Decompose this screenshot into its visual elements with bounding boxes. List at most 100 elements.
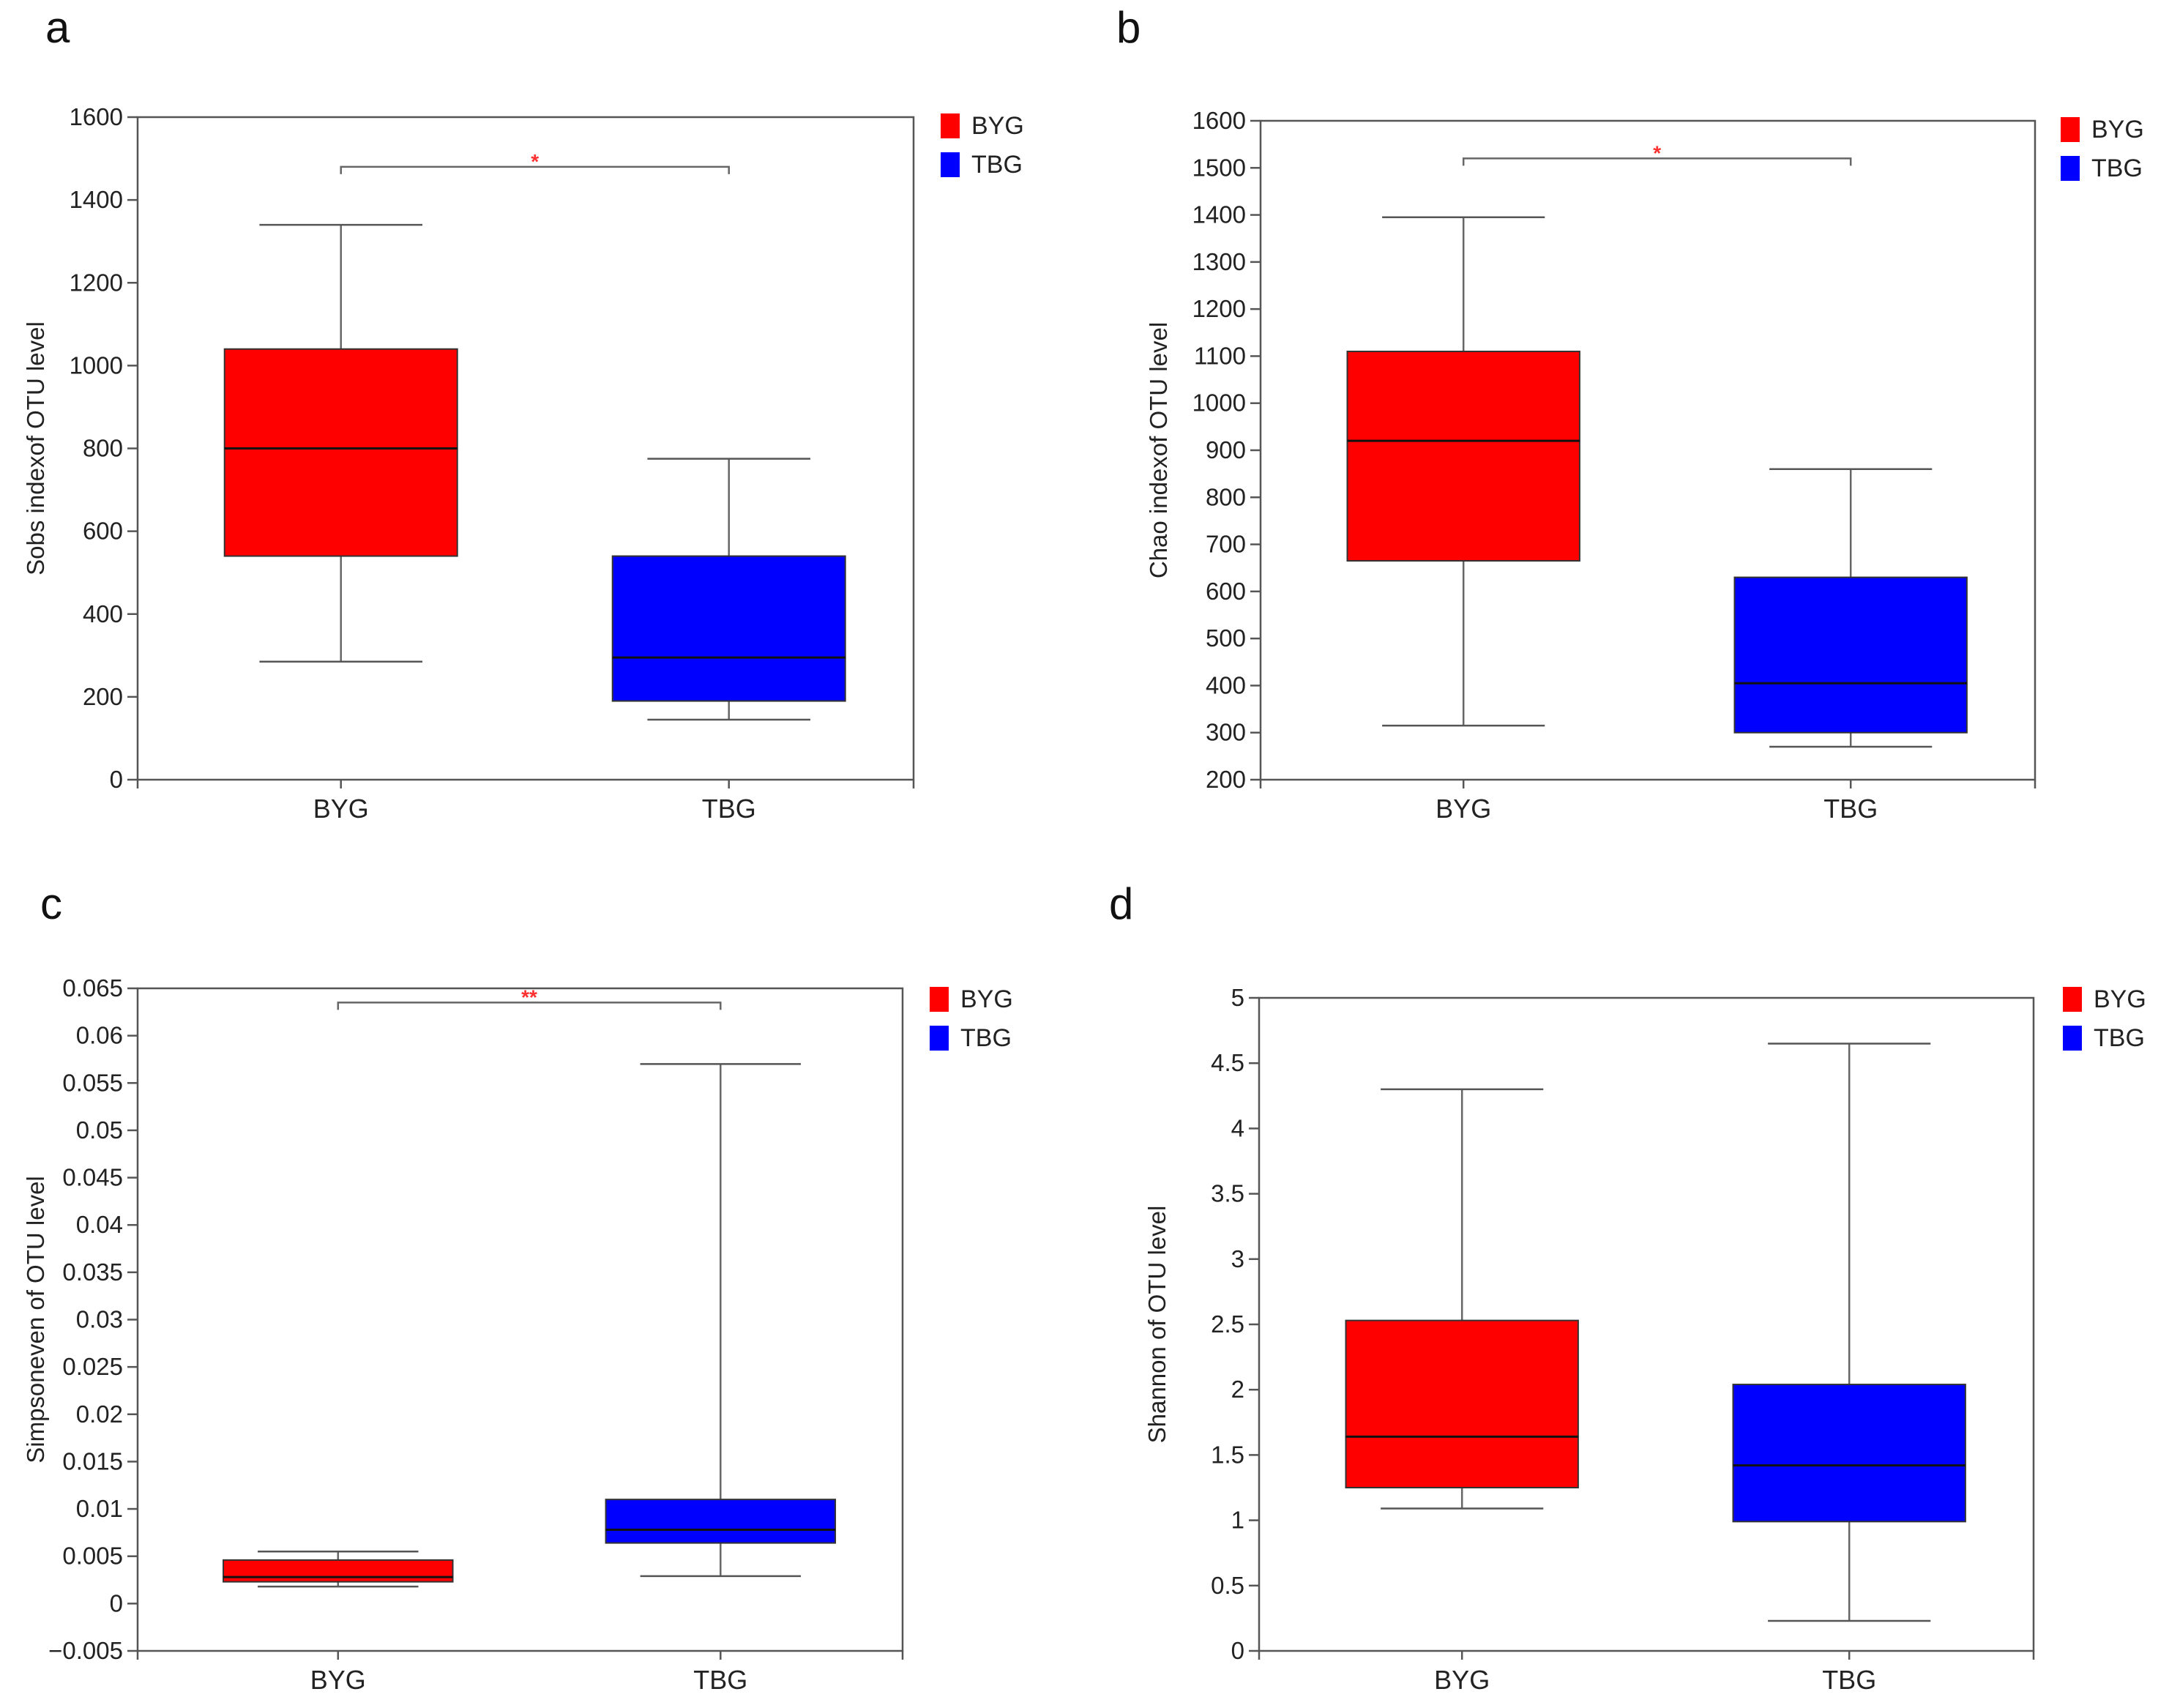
significance-marker: * <box>1653 141 1661 164</box>
y-tick-label: 0.045 <box>62 1164 123 1191</box>
y-tick-label: 1100 <box>1194 342 1246 369</box>
y-tick-label: 200 <box>83 683 123 710</box>
legend-label: BYG <box>2091 116 2144 143</box>
significance-bracket <box>1462 157 1852 166</box>
x-tick-label: BYG <box>313 794 369 824</box>
box-tbg <box>611 458 846 721</box>
box-tbg <box>1733 468 1968 748</box>
y-tick-label: 3 <box>1231 1245 1244 1272</box>
y-tick-label: 1000 <box>1192 389 1246 417</box>
box-byg <box>1346 216 1580 727</box>
panel-label: b <box>1116 3 1141 52</box>
iqr-box <box>1733 576 1968 734</box>
plot-frame <box>136 987 904 1652</box>
y-tick-label: 1500 <box>1192 154 1246 181</box>
y-tick-label: 700 <box>1206 531 1246 558</box>
y-tick-label: 1200 <box>1192 295 1246 322</box>
legend-label: BYG <box>971 112 1024 140</box>
legend-label: BYG <box>960 985 1013 1013</box>
panel-label: d <box>1109 879 1133 928</box>
y-tick-label: 1000 <box>70 351 123 378</box>
y-tick-label: 400 <box>1206 671 1246 698</box>
y-tick-label: 300 <box>1206 719 1246 746</box>
y-tick-label: 4 <box>1231 1114 1244 1141</box>
y-tick-label: 0.5 <box>1211 1572 1244 1599</box>
panel-label: a <box>45 3 70 52</box>
significance-bracket <box>340 165 730 174</box>
y-tick-label: 600 <box>1206 578 1246 605</box>
y-tick-label: 2 <box>1231 1376 1244 1403</box>
legend-swatch-byg <box>2063 987 2082 1012</box>
x-tick-label: BYG <box>1434 1665 1490 1695</box>
x-tick-label: BYG <box>1436 794 1491 824</box>
legend-swatch-byg <box>2061 117 2080 142</box>
significance-bracket <box>337 1002 722 1010</box>
legend-swatch-tbg <box>941 152 960 177</box>
box-tbg <box>1732 1043 1966 1622</box>
y-tick-label: 800 <box>83 435 123 462</box>
y-axis-label: Chao indexof OTU level <box>1145 322 1172 578</box>
y-tick-label: 0.01 <box>76 1495 123 1522</box>
y-tick-label: 3.5 <box>1211 1180 1244 1207</box>
y-tick-label: 0.035 <box>62 1258 123 1286</box>
box-byg <box>223 1551 454 1588</box>
y-tick-label: 0 <box>110 1589 123 1616</box>
y-tick-label: 1200 <box>70 269 123 296</box>
y-tick-label: 1300 <box>1192 248 1246 275</box>
x-tick-label: TBG <box>1823 794 1878 824</box>
y-tick-label: 2.5 <box>1211 1310 1244 1338</box>
y-tick-label: 4.5 <box>1211 1049 1244 1076</box>
legend-label: BYG <box>2094 985 2146 1013</box>
significance-marker: ** <box>521 985 537 1008</box>
y-tick-label: 800 <box>1206 483 1246 510</box>
y-tick-label: 1 <box>1231 1507 1244 1534</box>
legend-swatch-byg <box>930 987 949 1012</box>
box-byg <box>1345 1088 1579 1510</box>
iqr-box <box>1346 351 1580 562</box>
legend-label: TBG <box>2094 1024 2145 1052</box>
y-tick-label: 0.03 <box>76 1306 123 1333</box>
panel-label: c <box>40 879 62 928</box>
legend-swatch-tbg <box>930 1026 949 1051</box>
box-byg <box>223 223 458 663</box>
legend-label: TBG <box>2091 154 2143 182</box>
iqr-box <box>223 1559 454 1583</box>
legend-swatch-tbg <box>2061 156 2080 181</box>
y-tick-label: −0.005 <box>48 1637 123 1664</box>
y-tick-label: 0.05 <box>76 1116 123 1144</box>
box-tbg <box>605 1063 837 1578</box>
x-tick-label: TBG <box>702 794 756 824</box>
y-tick-label: 5 <box>1231 984 1244 1011</box>
iqr-box <box>1345 1319 1579 1488</box>
y-tick-label: 0.055 <box>62 1069 123 1096</box>
y-tick-label: 0.06 <box>76 1022 123 1049</box>
iqr-box <box>223 348 458 557</box>
y-tick-label: 0.065 <box>62 974 123 1002</box>
chart-panel-a: a 0 200 400 600 800 1000 1200 1400 1600 BYG TBG Sobs… <box>22 3 1024 824</box>
legend-label: TBG <box>971 151 1023 179</box>
iqr-box <box>611 555 846 702</box>
chart-panel-c: c −0.005 0 0.005 0.01 0.015 0.02 0.025 0.03 0.035… <box>22 879 1013 1695</box>
y-tick-label: 0.025 <box>62 1353 123 1380</box>
y-tick-label: 0 <box>110 766 123 793</box>
y-tick-label: 900 <box>1206 436 1246 463</box>
x-tick-label: TBG <box>1822 1665 1876 1695</box>
y-tick-label: 0.02 <box>76 1401 123 1428</box>
chart-panel-d: d 0 0.5 1 1.5 2 2.5 3 3.5 4 4.5 5 BYG TBG Shannon of O… <box>1109 879 2146 1695</box>
y-tick-label: 400 <box>83 600 123 627</box>
chart-panel-b: b 200 300 400 500 600 700 800 900 1000 1100 1200 130… <box>1116 3 2144 824</box>
y-tick-label: 500 <box>1206 624 1246 652</box>
y-tick-label: 200 <box>1206 766 1246 793</box>
legend-swatch-byg <box>941 113 960 138</box>
y-tick-label: 0 <box>1231 1637 1244 1664</box>
iqr-box <box>605 1499 837 1544</box>
y-tick-label: 1600 <box>1192 107 1246 134</box>
y-axis-label: Simpsoneven of OTU level <box>22 1176 49 1463</box>
legend-swatch-tbg <box>2063 1026 2082 1051</box>
y-tick-label: 1600 <box>70 103 123 130</box>
y-tick-label: 0.015 <box>62 1447 123 1474</box>
significance-marker: * <box>531 150 539 173</box>
iqr-box <box>1732 1384 1966 1523</box>
y-tick-label: 0.005 <box>62 1543 123 1570</box>
